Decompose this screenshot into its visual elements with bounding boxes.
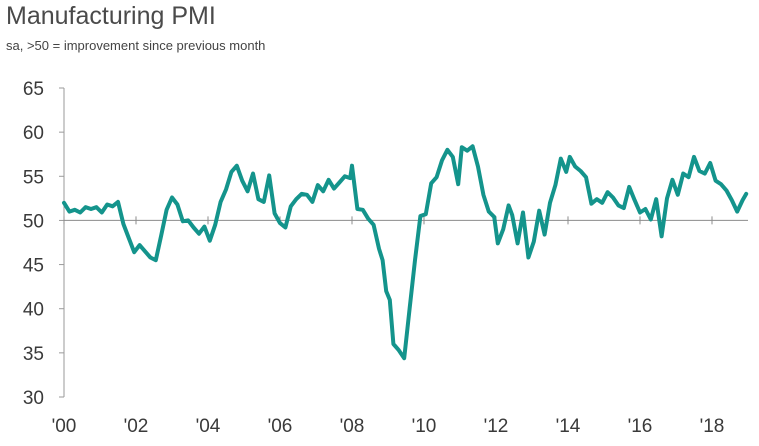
x-tick-label: '10 (412, 416, 437, 437)
y-tick-label: 45 (23, 256, 44, 277)
x-tick-label: '12 (484, 416, 509, 437)
y-axis: 30 35 40 45 50 55 60 65 (23, 79, 65, 409)
x-tick-label: '16 (628, 416, 653, 437)
x-axis: '00 '02 '04 '06 '08 '10 '12 '14 '16 '18 (52, 216, 748, 437)
y-tick-label: 35 (23, 344, 44, 365)
y-tick-label: 65 (23, 79, 44, 100)
chart-title: Manufacturing PMI (6, 2, 216, 30)
x-tick-label: '18 (700, 416, 725, 437)
x-tick-label: '06 (268, 416, 293, 437)
y-tick-label: 60 (23, 123, 44, 144)
x-tick-label: '02 (124, 416, 149, 437)
y-tick-label: 40 (23, 300, 44, 321)
y-tick-label: 30 (23, 388, 44, 409)
y-tick-label: 55 (23, 167, 44, 188)
x-tick-label: '14 (556, 416, 581, 437)
series-line-manufacturing-pmi (62, 144, 749, 361)
series-layer (62, 144, 749, 361)
chart-subtitle: sa, >50 = improvement since previous mon… (6, 38, 266, 53)
x-tick-label: '08 (340, 416, 365, 437)
y-tick-label: 50 (23, 211, 44, 232)
x-tick-label: '00 (52, 416, 77, 437)
x-tick-label: '04 (196, 416, 221, 437)
